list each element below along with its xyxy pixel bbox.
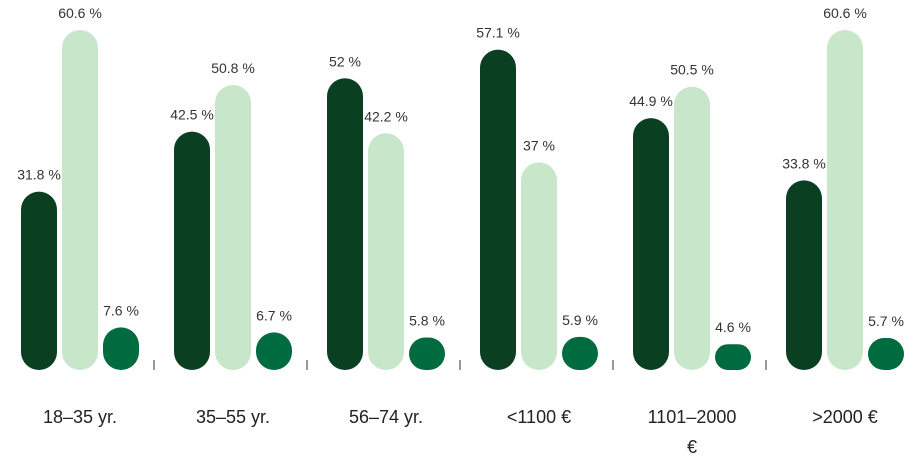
bar bbox=[868, 338, 904, 370]
value-label: 5.7 % bbox=[868, 313, 904, 329]
x-tick-label: <1100 € bbox=[506, 407, 572, 427]
bar bbox=[409, 337, 445, 370]
bar bbox=[368, 133, 404, 370]
bar bbox=[62, 30, 98, 371]
bar bbox=[215, 85, 251, 371]
x-tick-label: >2000 € bbox=[812, 407, 878, 427]
x-tick-label: 18–35 yr. bbox=[42, 407, 118, 427]
value-label: 4.6 % bbox=[715, 319, 751, 335]
value-label: 57.1 % bbox=[476, 25, 520, 41]
bar bbox=[715, 344, 751, 370]
bar bbox=[827, 30, 863, 371]
value-label: 50.5 % bbox=[670, 62, 714, 78]
bar bbox=[21, 191, 57, 370]
x-tick-label: 56–74 yr. bbox=[348, 407, 424, 427]
x-tick-label: 1101–2000 € bbox=[647, 407, 737, 457]
value-label: 42.2 % bbox=[364, 108, 408, 124]
bar bbox=[103, 327, 139, 370]
value-label: 44.9 % bbox=[629, 93, 673, 109]
value-label: 7.6 % bbox=[103, 302, 139, 318]
value-label: 60.6 % bbox=[823, 5, 867, 21]
value-label: 50.8 % bbox=[211, 60, 255, 76]
value-label: 6.7 % bbox=[256, 307, 292, 323]
bar bbox=[521, 162, 557, 370]
bar bbox=[786, 180, 822, 370]
value-label: 52 % bbox=[329, 53, 361, 69]
bar bbox=[174, 131, 210, 370]
value-label: 42.5 % bbox=[170, 107, 214, 123]
bar bbox=[480, 49, 516, 370]
x-tick-label: 35–55 yr. bbox=[195, 407, 271, 427]
value-label: 33.8 % bbox=[782, 155, 826, 171]
value-label: 31.8 % bbox=[17, 167, 61, 183]
bar bbox=[562, 336, 598, 370]
bar bbox=[674, 86, 710, 370]
value-label: 5.8 % bbox=[409, 312, 445, 328]
value-label: 5.9 % bbox=[562, 312, 598, 328]
bar bbox=[327, 78, 363, 370]
value-label: 37 % bbox=[523, 137, 555, 153]
bar bbox=[256, 332, 292, 370]
value-label: 60.6 % bbox=[58, 5, 102, 21]
bar bbox=[633, 118, 669, 371]
